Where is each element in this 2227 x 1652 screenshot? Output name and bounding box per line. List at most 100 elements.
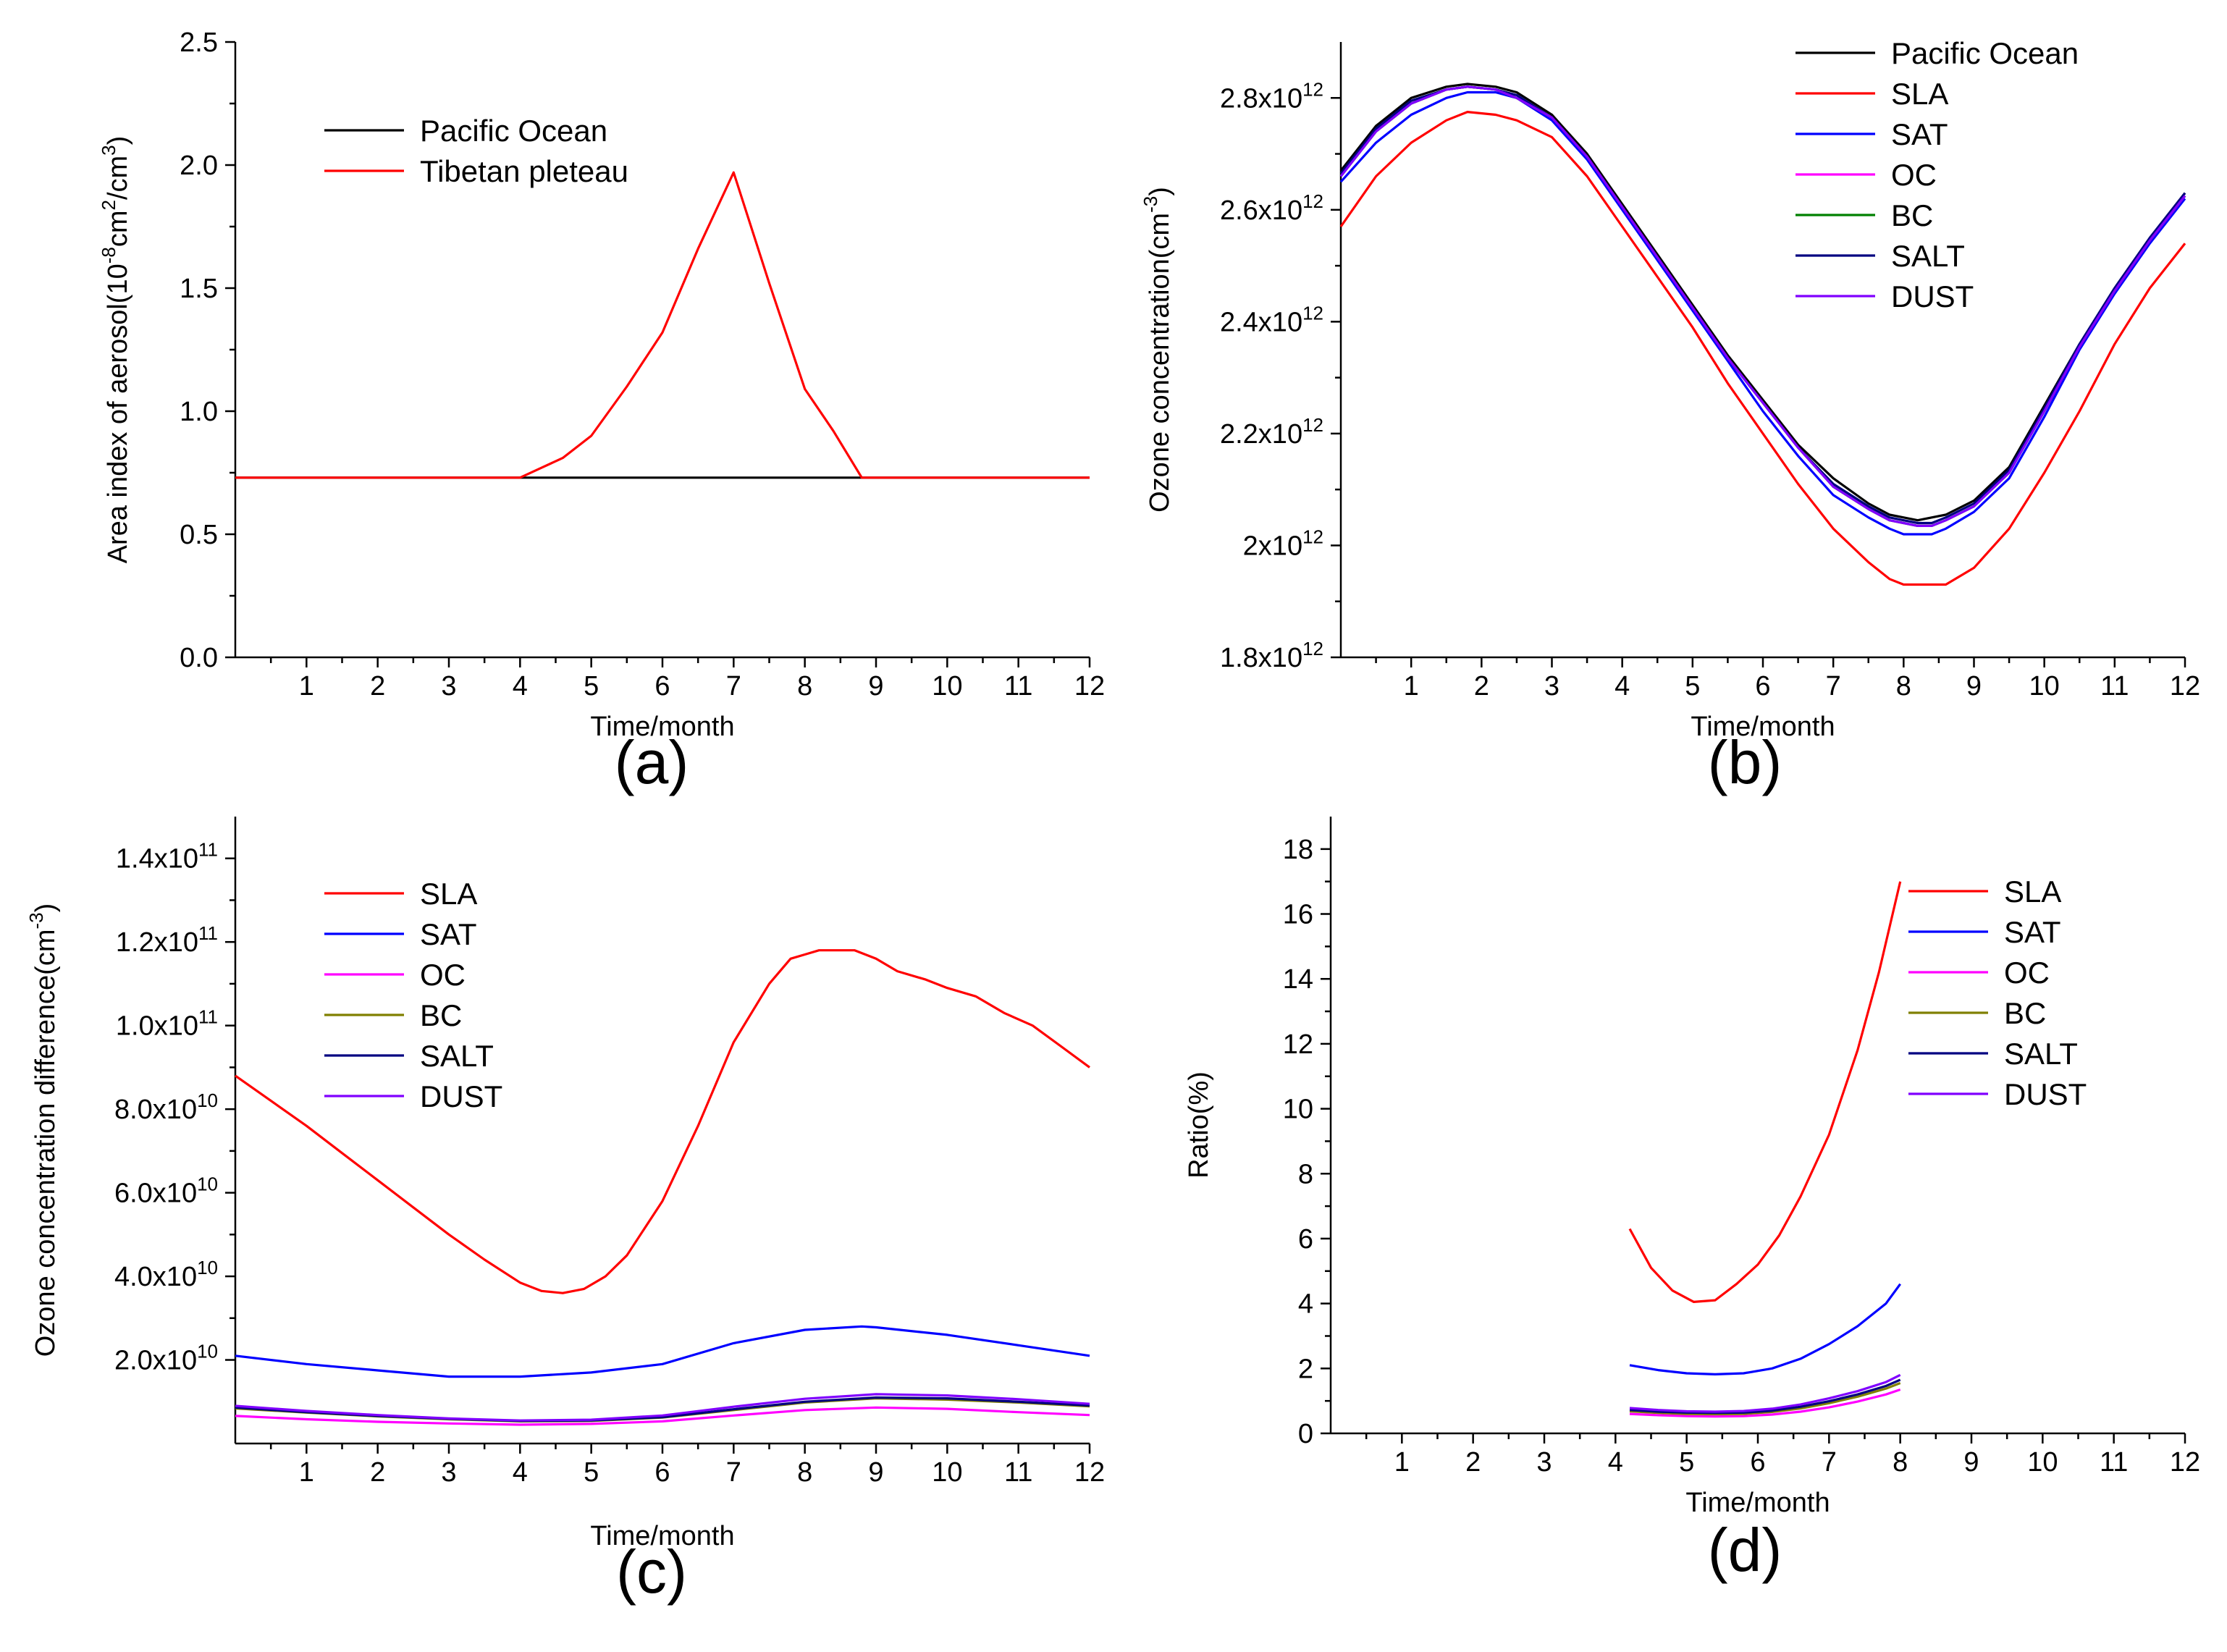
legend-label: OC bbox=[1891, 158, 1937, 192]
y-tick-label: 2.8x1012 bbox=[1220, 78, 1323, 114]
y-tick-label: 1.5 bbox=[180, 274, 218, 304]
series-line-pacific-ocean bbox=[1339, 83, 2186, 522]
y-tick-label: 0 bbox=[1298, 1419, 1313, 1449]
x-tick-label: 1 bbox=[299, 671, 314, 701]
x-tick-label: 9 bbox=[1966, 671, 1982, 701]
legend-label: SLA bbox=[420, 877, 477, 911]
x-tick-label: 6 bbox=[1750, 1447, 1765, 1478]
x-tick-label: 3 bbox=[441, 671, 456, 701]
series-line-bc bbox=[1629, 1382, 1901, 1416]
legend-label: SLA bbox=[1891, 77, 1948, 111]
panel-d-chart: 1 2 3 4 5 6 7 8 9 10 11 12024681012141618Time/month… bbox=[1184, 817, 2200, 1584]
x-tick-label: 11 bbox=[2100, 1447, 2128, 1478]
x-tick-label: 12 bbox=[1074, 671, 1105, 701]
x-tick-label: 3 bbox=[441, 1457, 456, 1488]
y-tick-label: 0.5 bbox=[180, 520, 218, 550]
legend-label: SALT bbox=[420, 1039, 494, 1073]
y-tick-label: 16 bbox=[1283, 900, 1313, 930]
y-tick-label: 1.4x1011 bbox=[116, 839, 218, 875]
x-tick-label: 8 bbox=[1896, 671, 1911, 701]
legend-label: Tibetan pleteau bbox=[420, 154, 628, 188]
series-line-sla bbox=[1339, 111, 2186, 586]
series-line-sla bbox=[1628, 881, 1902, 1304]
x-tick-label: 6 bbox=[654, 1457, 670, 1488]
legend-label: OC bbox=[420, 958, 466, 992]
y-tick-label: 2.4x1012 bbox=[1220, 302, 1323, 337]
y-tick-label: 8.0x1010 bbox=[114, 1090, 218, 1125]
series-line-tibetan-pleteau bbox=[235, 171, 1090, 479]
panel-label: (d) bbox=[1708, 1516, 1782, 1584]
panel-b-chart: 1 2 3 4 5 6 7 8 9 10 11 121.8x10122x10122.2x10122.4… bbox=[1140, 36, 2200, 796]
series-line-salt bbox=[1339, 85, 2186, 525]
legend-label: SAT bbox=[2004, 915, 2061, 949]
y-tick-label: 0.0 bbox=[180, 643, 218, 673]
legend-label: Pacific Ocean bbox=[420, 114, 607, 148]
x-tick-label: 1 bbox=[299, 1457, 314, 1488]
legend-label: SAT bbox=[1891, 117, 1948, 151]
x-tick-label: 9 bbox=[1963, 1447, 1979, 1478]
y-tick-label: 4.0x1010 bbox=[114, 1257, 218, 1292]
legend-label: OC bbox=[2004, 956, 2050, 990]
legend-label: SALT bbox=[1891, 239, 1965, 273]
y-tick-label: 10 bbox=[1283, 1095, 1313, 1125]
x-axis-label: Time/month bbox=[590, 712, 734, 742]
series-line-sat bbox=[235, 1325, 1090, 1378]
x-tick-label: 7 bbox=[726, 1457, 741, 1488]
y-axis-label: Ozone concentration difference(cm-3) bbox=[25, 903, 61, 1357]
x-tick-label: 10 bbox=[932, 1457, 962, 1488]
x-tick-label: 9 bbox=[868, 1457, 883, 1488]
series-line-oc bbox=[1339, 85, 2186, 528]
y-tick-label: 6 bbox=[1298, 1224, 1313, 1255]
y-tick-label: 18 bbox=[1283, 835, 1313, 865]
x-tick-label: 5 bbox=[584, 671, 599, 701]
series-line-oc bbox=[1629, 1388, 1901, 1418]
x-axis-label: Time/month bbox=[590, 1521, 734, 1551]
y-axis-label: Ozone concentration(cm-3) bbox=[1140, 187, 1175, 513]
x-tick-label: 1 bbox=[1394, 1447, 1410, 1478]
x-tick-label: 9 bbox=[868, 671, 883, 701]
x-tick-label: 5 bbox=[1679, 1447, 1694, 1478]
panel-label: (c) bbox=[616, 1538, 687, 1606]
x-tick-label: 5 bbox=[584, 1457, 599, 1488]
panel-label: (b) bbox=[1708, 728, 1782, 796]
x-tick-label: 11 bbox=[2100, 671, 2129, 701]
legend-label: SAT bbox=[420, 917, 477, 951]
y-axis-label: Area index of aerosol(10-8cm2/cm3) bbox=[98, 136, 133, 564]
x-axis-label: Time/month bbox=[1685, 1488, 1830, 1518]
x-tick-label: 3 bbox=[1536, 1447, 1552, 1478]
x-tick-label: 6 bbox=[654, 671, 670, 701]
y-tick-label: 2 bbox=[1298, 1354, 1313, 1384]
panel-c-chart: 1 2 3 4 5 6 7 8 9 10 11 122.0x10104.0x10106.0x10108… bbox=[25, 817, 1105, 1606]
y-tick-label: 4 bbox=[1298, 1289, 1313, 1320]
x-tick-label: 4 bbox=[1615, 671, 1630, 701]
x-tick-label: 4 bbox=[1608, 1447, 1623, 1478]
series-line-dust bbox=[1339, 85, 2186, 528]
legend-label: SALT bbox=[2004, 1037, 2078, 1071]
legend-label: SLA bbox=[2004, 875, 2061, 909]
series-line-sat bbox=[1339, 90, 2186, 536]
x-tick-label: 11 bbox=[1004, 671, 1032, 701]
y-tick-label: 6.0x1010 bbox=[114, 1173, 218, 1209]
series-line-dust bbox=[1629, 1373, 1901, 1413]
legend-label: BC bbox=[1891, 198, 1933, 232]
y-tick-label: 2.2x1012 bbox=[1220, 414, 1323, 450]
series-line-bc bbox=[1339, 85, 2186, 528]
x-tick-label: 10 bbox=[932, 671, 962, 701]
x-tick-label: 7 bbox=[1822, 1447, 1837, 1478]
y-tick-label: 2.6x1012 bbox=[1220, 190, 1323, 226]
y-tick-label: 14 bbox=[1283, 964, 1313, 995]
y-tick-label: 1.0 bbox=[180, 397, 218, 427]
x-tick-label: 8 bbox=[1893, 1447, 1908, 1478]
x-tick-label: 6 bbox=[1755, 671, 1770, 701]
x-tick-label: 3 bbox=[1544, 671, 1559, 701]
x-tick-label: 12 bbox=[1074, 1457, 1105, 1488]
series-line-sla bbox=[235, 949, 1090, 1294]
series-line-salt bbox=[1629, 1378, 1901, 1415]
x-tick-label: 4 bbox=[513, 671, 528, 701]
y-axis-label: Ratio(%) bbox=[1184, 1071, 1214, 1179]
series-line-dust bbox=[235, 1393, 1090, 1422]
y-tick-label: 8 bbox=[1298, 1159, 1313, 1189]
x-tick-label: 10 bbox=[2029, 671, 2060, 701]
legend-label: DUST bbox=[2004, 1077, 2087, 1111]
